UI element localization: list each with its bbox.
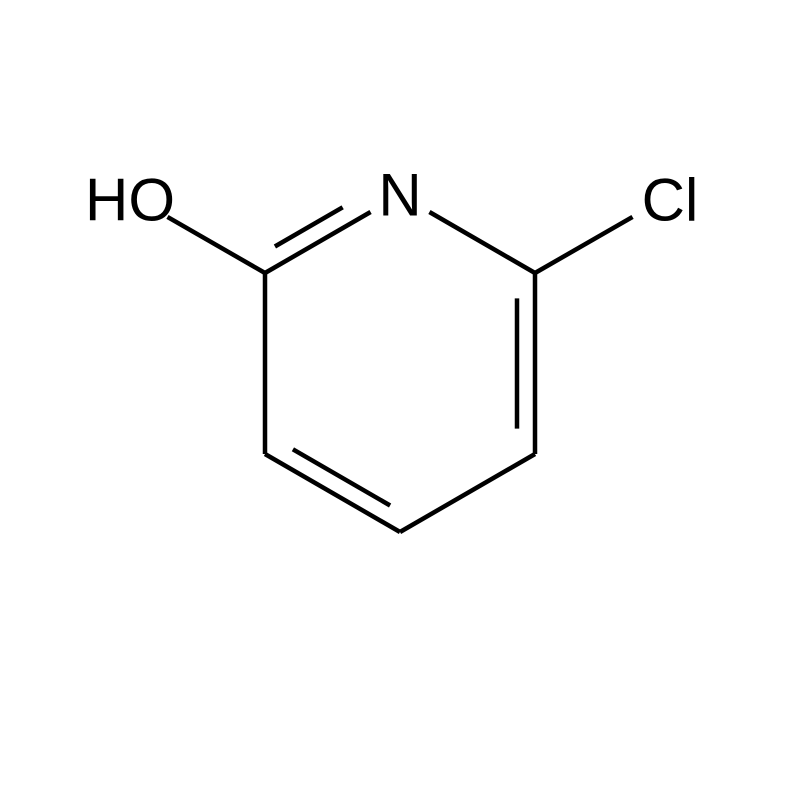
bond-line — [429, 212, 535, 273]
bond-line — [535, 217, 633, 273]
molecule-diagram: NHOCl — [0, 0, 800, 800]
bonds-layer — [0, 0, 800, 800]
bond-line — [265, 454, 400, 532]
bond-line — [400, 454, 535, 532]
bond-line — [275, 207, 343, 246]
bond-line — [167, 217, 265, 273]
